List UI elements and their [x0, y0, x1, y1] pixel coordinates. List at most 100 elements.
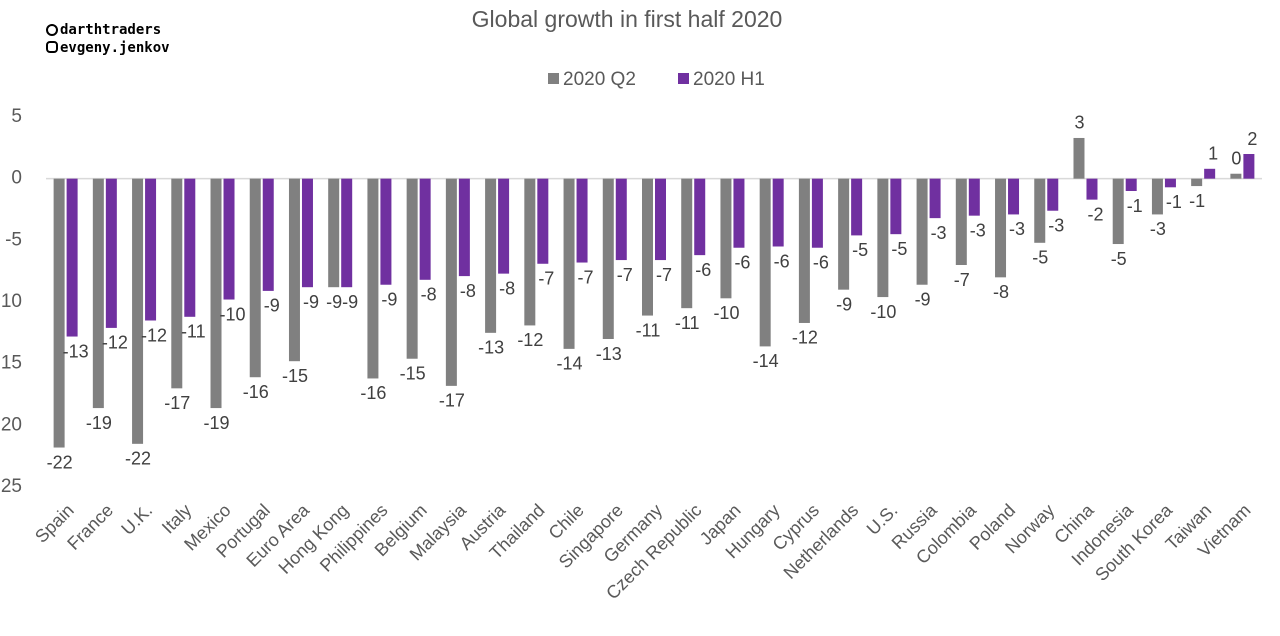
data-label: -13	[596, 344, 622, 364]
data-label: -3	[1150, 219, 1166, 239]
data-label: -3	[1048, 215, 1064, 235]
legend-label: 2020 H1	[693, 69, 765, 90]
bar	[262, 178, 274, 291]
data-label: -6	[695, 260, 711, 280]
data-label: -19	[204, 413, 230, 433]
bar	[929, 178, 941, 219]
icon	[46, 24, 58, 36]
data-label: -9	[915, 289, 931, 309]
data-label: -8	[993, 282, 1009, 302]
data-label: -17	[439, 391, 465, 411]
data-label: -9	[303, 292, 319, 312]
data-label: -16	[360, 383, 386, 403]
data-label: -5	[852, 240, 868, 260]
bar	[1073, 137, 1085, 179]
bar	[92, 178, 104, 409]
bar	[1204, 168, 1216, 179]
bar	[602, 178, 614, 339]
data-label: -13	[63, 341, 89, 361]
data-label: -8	[499, 278, 515, 298]
legend-label: 2020 Q2	[563, 69, 636, 90]
data-label: -17	[164, 393, 190, 413]
data-label: -14	[753, 351, 779, 371]
bar	[223, 178, 235, 300]
bar	[916, 178, 928, 285]
data-label: 0	[1231, 148, 1241, 168]
data-label: -10	[870, 302, 896, 322]
bar	[798, 178, 810, 323]
data-label: -5	[891, 239, 907, 259]
data-label: -9	[342, 292, 358, 312]
data-label: -6	[734, 252, 750, 272]
data-label: -11	[181, 322, 206, 342]
y-tick-label: 20	[1, 414, 22, 435]
data-label: -9	[836, 294, 852, 314]
data-label: -11	[636, 320, 661, 340]
bar	[1112, 178, 1124, 245]
data-label: -1	[1166, 192, 1182, 212]
bar	[563, 178, 575, 349]
data-label: -14	[557, 354, 583, 374]
data-label: -12	[517, 330, 543, 350]
y-tick-label: 25	[1, 476, 22, 497]
data-label: -22	[47, 452, 73, 472]
bar	[328, 178, 340, 288]
watermark: darthtraders	[60, 22, 161, 38]
bar	[66, 178, 78, 337]
bar	[301, 178, 313, 288]
bar	[341, 178, 353, 288]
bar	[498, 178, 510, 274]
data-label: -8	[460, 281, 476, 301]
bar	[1191, 178, 1203, 187]
bar	[995, 178, 1007, 278]
bar	[1230, 173, 1242, 179]
data-label: -16	[243, 382, 269, 402]
bar	[524, 178, 536, 326]
data-label: -6	[774, 251, 790, 271]
bar	[1243, 154, 1255, 179]
bar	[105, 178, 117, 328]
bar	[249, 178, 261, 378]
bar	[772, 178, 784, 247]
data-label: -1	[1127, 196, 1143, 216]
data-label: -9	[381, 289, 397, 309]
data-label: -7	[617, 265, 633, 285]
data-label: -15	[400, 363, 426, 383]
chart-title: Global growth in first half 2020	[472, 6, 783, 32]
data-label: -5	[1032, 248, 1048, 268]
data-label: -6	[813, 252, 829, 272]
bar	[184, 178, 196, 317]
data-label: -7	[954, 270, 970, 290]
bar	[53, 178, 65, 448]
data-label: -5	[1111, 249, 1127, 269]
bar	[458, 178, 470, 277]
bar	[890, 178, 902, 235]
data-label: -13	[478, 338, 504, 358]
bar	[380, 178, 392, 285]
data-label: -3	[931, 223, 947, 243]
bar	[1008, 178, 1020, 215]
data-label: -11	[675, 313, 700, 333]
bar	[537, 178, 549, 264]
data-label: -12	[792, 328, 818, 348]
data-label: -9	[264, 296, 280, 316]
bar	[1151, 178, 1163, 215]
bar	[642, 178, 653, 316]
bar	[681, 178, 693, 309]
bar	[145, 178, 157, 321]
bar	[1086, 178, 1098, 200]
data-label: -2	[1087, 204, 1103, 224]
bar	[171, 178, 183, 389]
legend-swatch	[678, 73, 689, 84]
data-label: -12	[102, 333, 128, 353]
data-label: -3	[1009, 219, 1025, 239]
data-label: -1	[1189, 191, 1205, 211]
bar	[132, 178, 144, 444]
bar	[877, 178, 889, 298]
bar	[1034, 178, 1046, 243]
watermark: evgeny.jenkov	[60, 40, 170, 56]
data-label: -7	[656, 265, 672, 285]
data-label: -8	[421, 285, 437, 305]
bar	[288, 178, 300, 362]
bar	[733, 178, 745, 248]
